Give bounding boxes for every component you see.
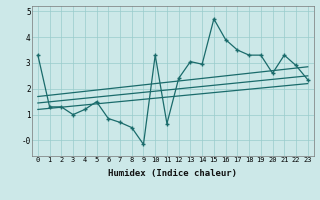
X-axis label: Humidex (Indice chaleur): Humidex (Indice chaleur)	[108, 169, 237, 178]
